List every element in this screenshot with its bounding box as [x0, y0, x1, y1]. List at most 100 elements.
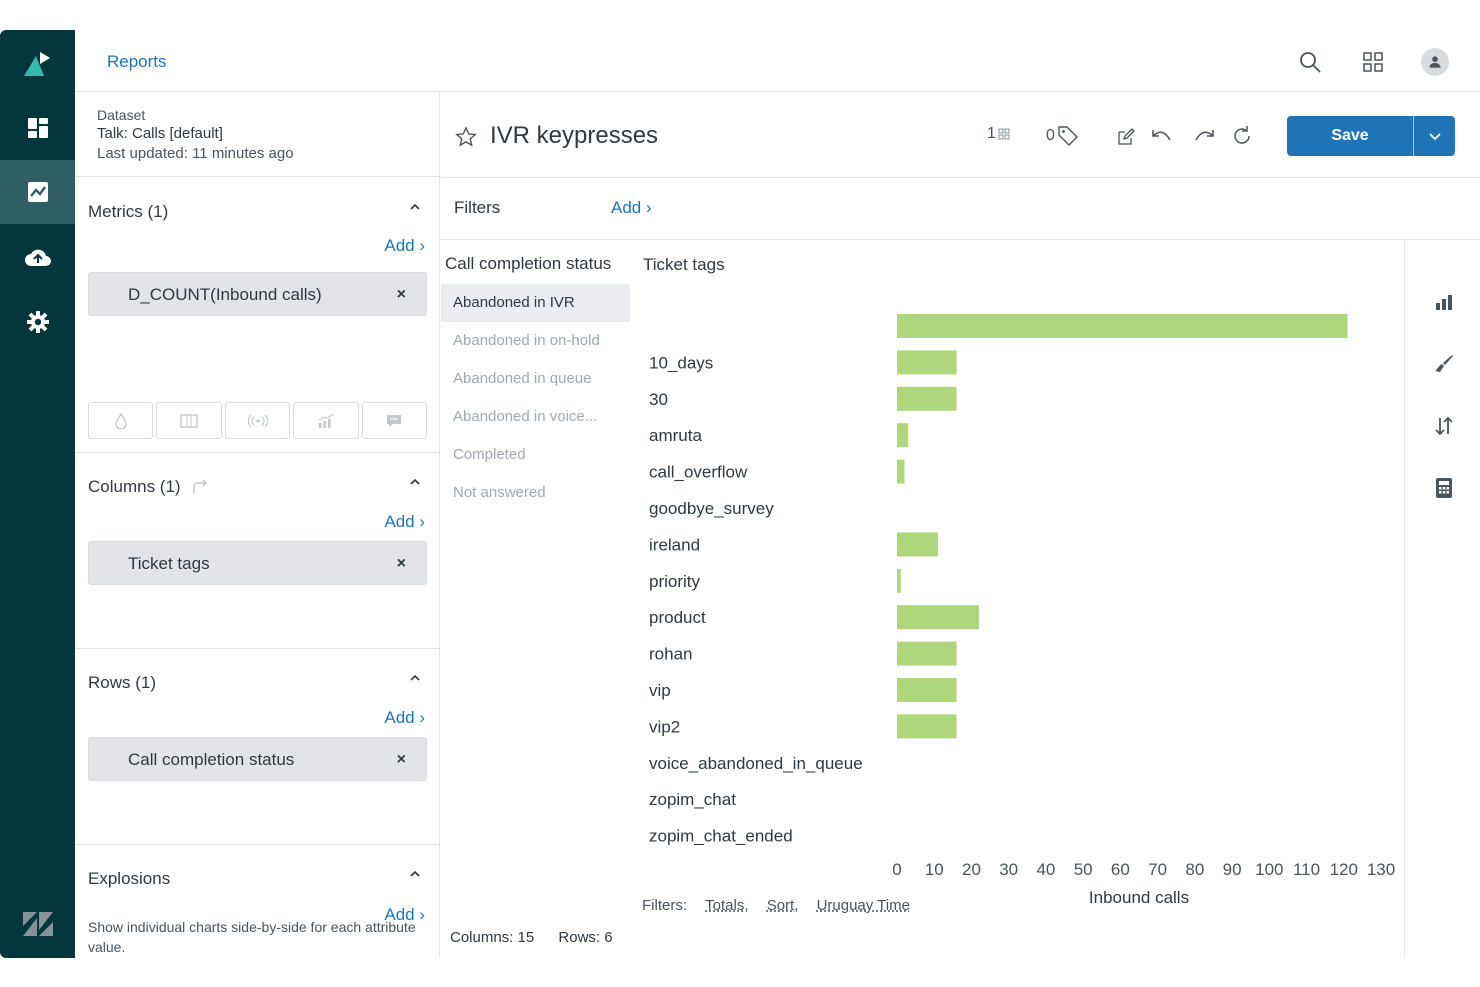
bar[interactable] — [897, 314, 1348, 338]
remove-column-icon[interactable]: × — [396, 555, 406, 572]
row-value-item[interactable]: Not answered — [453, 484, 546, 501]
sort-icon[interactable] — [1432, 414, 1456, 438]
save-button-group: Save — [1287, 116, 1455, 156]
swap-axes-icon[interactable] — [191, 478, 209, 494]
sort-link[interactable]: Sort, — [766, 897, 799, 914]
bar-chart: 10_days 30 amruta call_overflow goodbye_surv… — [649, 314, 1395, 907]
row-pill[interactable]: Call completion status × — [88, 737, 427, 781]
app-window: Reports Dataset Talk: Calls [default] La… — [0, 30, 1480, 958]
collapse-columns-icon[interactable] — [409, 477, 421, 487]
category-label: call_overflow — [649, 463, 748, 482]
collapse-metrics-icon[interactable] — [409, 202, 421, 212]
report-count-a[interactable]: 1 — [987, 125, 1010, 143]
remove-metric-icon[interactable]: × — [396, 286, 406, 303]
columns-table-icon[interactable] — [156, 402, 222, 439]
bar[interactable] — [897, 350, 957, 375]
bar[interactable] — [897, 459, 905, 484]
page-title[interactable]: Reports — [107, 52, 167, 71]
metric-tools — [88, 402, 428, 439]
x-tick-label: 80 — [1185, 860, 1204, 879]
category-label: vip — [649, 681, 671, 700]
zendesk-icon[interactable] — [0, 892, 75, 956]
timezone-link[interactable]: Uruguay Time — [816, 897, 910, 914]
row-value-item[interactable]: Completed — [453, 446, 526, 463]
add-row-link[interactable]: Add › — [384, 708, 425, 727]
explosions-title: Explosions — [88, 869, 171, 888]
x-tick-label: 50 — [1074, 860, 1093, 879]
format-brush-icon[interactable] — [1432, 352, 1456, 376]
add-column-link[interactable]: Add › — [384, 512, 425, 531]
bar[interactable] — [897, 678, 957, 702]
collapse-rows-icon[interactable] — [409, 673, 421, 683]
calculator-icon[interactable] — [1432, 476, 1456, 500]
metric-pill-label: D_COUNT(Inbound calls) — [128, 285, 322, 304]
visualization-tool-rail — [1404, 240, 1480, 958]
x-tick-label: 100 — [1255, 860, 1283, 879]
report-title[interactable]: IVR keypresses — [490, 122, 659, 149]
redo-icon[interactable] — [1194, 128, 1216, 146]
reports-icon[interactable] — [0, 160, 75, 224]
remove-row-icon[interactable]: × — [396, 751, 406, 768]
star-icon[interactable] — [455, 126, 477, 148]
metric-pill[interactable]: D_COUNT(Inbound calls) × — [88, 272, 427, 316]
column-attribute-header: Ticket tags — [643, 255, 725, 274]
row-value-item[interactable]: Abandoned in voice... — [453, 408, 598, 425]
chart-type-icon[interactable] — [1432, 290, 1456, 314]
dashboard-icon[interactable] — [0, 96, 75, 160]
grid-small-icon — [998, 128, 1010, 140]
row-value-item[interactable]: Abandoned in on-hold — [453, 332, 600, 349]
report-title-bar: IVR keypresses 1 0 Save — [441, 92, 1480, 178]
chevron-down-icon — [1428, 133, 1441, 141]
bar[interactable] — [897, 641, 957, 666]
column-pill-label: Ticket tags — [128, 554, 210, 573]
avatar[interactable] — [1421, 48, 1449, 76]
category-label: priority — [649, 572, 701, 591]
dataset-label: Dataset — [97, 107, 146, 123]
x-tick-label: 20 — [962, 860, 981, 879]
save-options-button[interactable] — [1414, 116, 1455, 156]
divider — [75, 452, 440, 453]
report-tags[interactable]: 0 — [1046, 125, 1079, 147]
dataset-name[interactable]: Talk: Calls [default] — [97, 125, 223, 142]
datasets-icon[interactable] — [0, 226, 75, 290]
undo-icon[interactable] — [1150, 128, 1172, 146]
bar[interactable] — [897, 532, 938, 557]
totals-link[interactable]: Totals, — [705, 897, 749, 914]
x-tick-label: 30 — [999, 860, 1018, 879]
metrics-title: Metrics (1) — [88, 202, 169, 221]
divider — [75, 648, 440, 649]
search-icon[interactable] — [1296, 48, 1324, 76]
category-label: ireland — [649, 535, 700, 554]
drop-icon[interactable] — [88, 402, 154, 439]
table-size: Columns: 15 Rows: 6 — [450, 929, 633, 946]
comment-icon[interactable] — [361, 402, 428, 439]
bar[interactable] — [897, 386, 957, 411]
bar[interactable] — [897, 714, 957, 739]
row-value-item[interactable]: Abandoned in queue — [453, 370, 592, 387]
x-tick-label: 120 — [1330, 860, 1358, 879]
report-config-panel: Dataset Talk: Calls [default] Last updat… — [75, 92, 440, 958]
broadcast-icon[interactable] — [224, 402, 291, 439]
add-explosion-link[interactable]: Add › — [384, 905, 425, 924]
rows-title: Rows (1) — [88, 673, 157, 692]
x-tick-label: 0 — [892, 860, 901, 879]
add-metric-link[interactable]: Add › — [384, 236, 425, 255]
apps-grid-icon[interactable] — [1359, 48, 1387, 76]
bar[interactable] — [897, 568, 901, 593]
category-label: 10_days — [649, 353, 713, 372]
settings-icon[interactable] — [0, 290, 75, 354]
columns-title: Columns (1) — [88, 477, 209, 497]
add-filter-link[interactable]: Add › — [611, 198, 652, 217]
filters-bar: Filters Add › — [441, 178, 1480, 240]
edit-icon[interactable] — [1117, 128, 1135, 146]
column-pill[interactable]: Ticket tags × — [88, 541, 427, 585]
collapse-explosions-icon[interactable] — [409, 869, 421, 879]
refresh-icon[interactable] — [1231, 125, 1253, 147]
bar[interactable] — [897, 605, 979, 630]
rows-count: Rows: 6 — [558, 929, 613, 946]
trend-chart-icon[interactable] — [293, 402, 359, 439]
bar[interactable] — [897, 423, 909, 448]
logo-icon[interactable] — [0, 32, 75, 96]
row-value-item[interactable]: Abandoned in IVR — [441, 284, 630, 322]
save-button[interactable]: Save — [1331, 127, 1369, 144]
